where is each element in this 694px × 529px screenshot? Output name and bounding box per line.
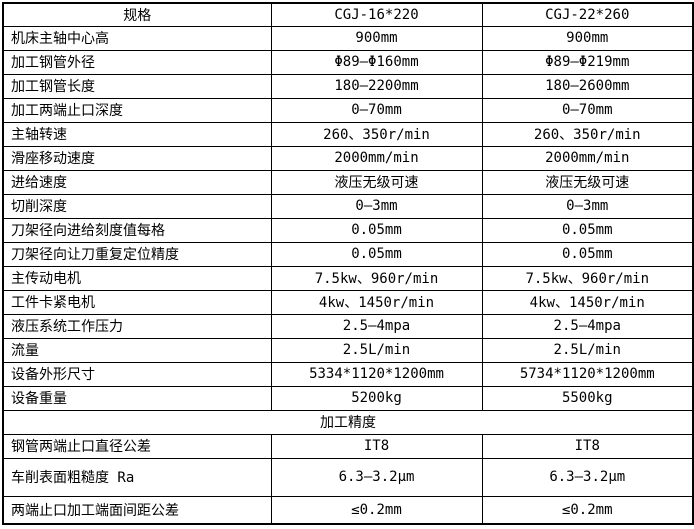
spec-value: 2.5—4mpa: [270, 313, 483, 339]
spec-label: 刀架径向让刀重复定位精度: [2, 241, 272, 267]
spec-label: 主轴转速: [2, 121, 272, 147]
spec-label: 设备重量: [2, 385, 272, 411]
spec-label: 滑座移动速度: [2, 145, 272, 171]
spec-label: 工件卡紧电机: [2, 289, 272, 315]
header-model-1: CGJ-16*220: [270, 2, 483, 27]
spec-value: 0.05mm: [270, 217, 483, 243]
table-row: 流量 2.5L/min 2.5L/min: [2, 337, 694, 363]
spec-value: 0—3mm: [481, 193, 694, 219]
spec-label: 加工两端止口深度: [2, 97, 272, 123]
spec-value: 7.5kw、960r/min: [270, 265, 483, 291]
spec-value: 液压无级可速: [481, 169, 694, 195]
table-row: 工件卡紧电机 4kw、1450r/min 4kw、1450r/min: [2, 289, 694, 315]
spec-label: 钢管两端止口直径公差: [2, 433, 272, 459]
spec-label: 主传动电机: [2, 265, 272, 291]
spec-value: 液压无级可速: [270, 169, 483, 195]
spec-label: 液压系统工作压力: [2, 313, 272, 339]
table-row: 加工钢管长度 180—2200mm 180—2600mm: [2, 73, 694, 99]
table-row: 机床主轴中心高 900mm 900mm: [2, 25, 694, 51]
table-row: 加工两端止口深度 0—70mm 0—70mm: [2, 97, 694, 123]
spec-label: 车削表面粗糙度 Ra: [2, 457, 272, 497]
table-row: 液压系统工作压力 2.5—4mpa 2.5—4mpa: [2, 313, 694, 339]
table-row: 刀架径向让刀重复定位精度 0.05mm 0.05mm: [2, 241, 694, 267]
spec-value: Φ89—Φ219mm: [481, 49, 694, 75]
spec-value: 5734*1120*1200mm: [481, 361, 694, 387]
spec-label: 设备外形尺寸: [2, 361, 272, 387]
spec-value: ≤0.2mm: [270, 495, 483, 525]
table-row: 主轴转速 260、350r/min 260、350r/min: [2, 121, 694, 147]
spec-value: 5200kg: [270, 385, 483, 411]
table-row: 两端止口加工端面间距公差 ≤0.2mm ≤0.2mm: [2, 495, 694, 525]
spec-value: 0.05mm: [481, 217, 694, 243]
table-row: 刀架径向进给刻度值每格 0.05mm 0.05mm: [2, 217, 694, 243]
table-row: 设备外形尺寸 5334*1120*1200mm 5734*1120*1200mm: [2, 361, 694, 387]
spec-value: 5334*1120*1200mm: [270, 361, 483, 387]
spec-label: 刀架径向进给刻度值每格: [2, 217, 272, 243]
spec-label: 机床主轴中心高: [2, 25, 272, 51]
spec-value: 180—2600mm: [481, 73, 694, 99]
spec-value: 180—2200mm: [270, 73, 483, 99]
spec-value: 2.5L/min: [270, 337, 483, 363]
spec-value: 4kw、1450r/min: [481, 289, 694, 315]
spec-value: 2000mm/min: [270, 145, 483, 171]
spec-value: 5500kg: [481, 385, 694, 411]
spec-value: IT8: [270, 433, 483, 459]
spec-value: 4kw、1450r/min: [270, 289, 483, 315]
table-row: 车削表面粗糙度 Ra 6.3—3.2μm 6.3—3.2μm: [2, 457, 694, 497]
table-row: 进给速度 液压无级可速 液压无级可速: [2, 169, 694, 195]
table-row: 设备重量 5200kg 5500kg: [2, 385, 694, 411]
header-spec: 规格: [2, 2, 272, 27]
spec-value: ≤0.2mm: [481, 495, 694, 525]
spec-label: 切削深度: [2, 193, 272, 219]
spec-label: 加工钢管长度: [2, 73, 272, 99]
section-header: 加工精度: [2, 409, 694, 435]
spec-value: 260、350r/min: [481, 121, 694, 147]
spec-label: 加工钢管外径: [2, 49, 272, 75]
spec-value: 2000mm/min: [481, 145, 694, 171]
spec-value: 0.05mm: [481, 241, 694, 267]
spec-value: Φ89—Φ160mm: [270, 49, 483, 75]
spec-value: 0.05mm: [270, 241, 483, 267]
table-row: 主传动电机 7.5kw、960r/min 7.5kw、960r/min: [2, 265, 694, 291]
spec-value: 900mm: [270, 25, 483, 51]
table-row: 加工钢管外径 Φ89—Φ160mm Φ89—Φ219mm: [2, 49, 694, 75]
spec-value: 0—3mm: [270, 193, 483, 219]
section-header-row: 加工精度: [2, 409, 694, 435]
table-row: 切削深度 0—3mm 0—3mm: [2, 193, 694, 219]
spec-value: 2.5L/min: [481, 337, 694, 363]
header-model-2: CGJ-22*260: [481, 2, 694, 27]
table-row: 滑座移动速度 2000mm/min 2000mm/min: [2, 145, 694, 171]
spec-value: 2.5—4mpa: [481, 313, 694, 339]
spec-label: 流量: [2, 337, 272, 363]
spec-value: 6.3—3.2μm: [481, 457, 694, 497]
spec-value: 900mm: [481, 25, 694, 51]
spec-value: 0—70mm: [481, 97, 694, 123]
spec-value: 6.3—3.2μm: [270, 457, 483, 497]
spec-value: IT8: [481, 433, 694, 459]
spec-label: 两端止口加工端面间距公差: [2, 495, 272, 525]
header-row: 规格 CGJ-16*220 CGJ-22*260: [2, 2, 694, 27]
spec-label: 进给速度: [2, 169, 272, 195]
spec-value: 0—70mm: [270, 97, 483, 123]
spec-value: 260、350r/min: [270, 121, 483, 147]
table-row: 钢管两端止口直径公差 IT8 IT8: [2, 433, 694, 459]
spec-value: 7.5kw、960r/min: [481, 265, 694, 291]
